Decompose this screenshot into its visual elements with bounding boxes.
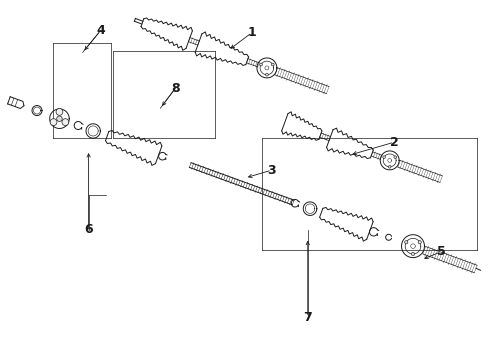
Text: 8: 8 xyxy=(171,82,179,95)
Text: 2: 2 xyxy=(390,136,399,149)
Circle shape xyxy=(418,240,421,244)
Circle shape xyxy=(62,119,69,126)
Circle shape xyxy=(394,156,396,158)
Circle shape xyxy=(383,156,386,158)
Circle shape xyxy=(266,73,269,76)
Text: 1: 1 xyxy=(247,26,256,39)
Circle shape xyxy=(389,166,391,168)
Circle shape xyxy=(50,119,57,126)
Text: 7: 7 xyxy=(303,311,312,324)
Text: 5: 5 xyxy=(437,245,445,258)
Circle shape xyxy=(260,63,263,66)
Circle shape xyxy=(271,63,274,66)
Circle shape xyxy=(412,252,415,256)
Circle shape xyxy=(57,116,62,121)
Circle shape xyxy=(405,240,408,244)
Text: 6: 6 xyxy=(84,223,93,236)
Text: 4: 4 xyxy=(96,24,105,37)
Text: 3: 3 xyxy=(268,163,276,176)
Circle shape xyxy=(56,108,63,115)
